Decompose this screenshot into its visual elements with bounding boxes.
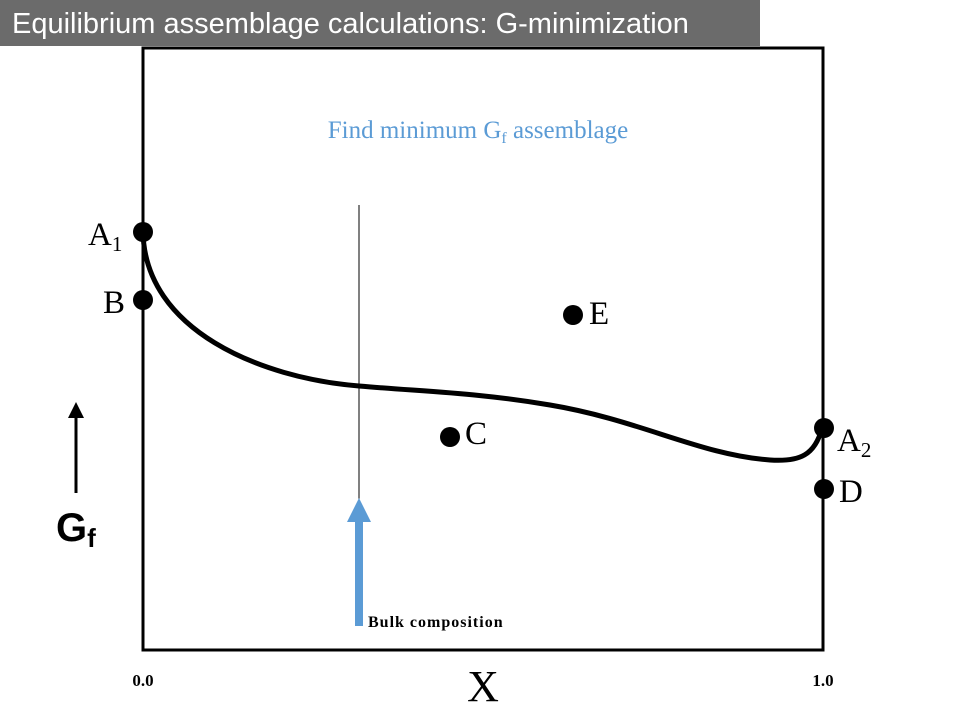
x-min-label: 0.0 (132, 671, 153, 690)
point-a1-label: A1 (88, 217, 122, 256)
x-max-label: 1.0 (812, 671, 833, 690)
point-d-marker (814, 479, 834, 499)
point-b-label: B (103, 285, 125, 321)
point-e-label: E (589, 296, 609, 332)
gf-arrow-head (68, 402, 84, 418)
bulk-arrow-shaft (355, 520, 363, 626)
x-axis-label: X (467, 662, 499, 711)
diagram-heading: Find minimum Gf assemblage (328, 117, 628, 147)
point-e-marker (563, 305, 583, 325)
plot-frame (141, 46, 825, 652)
point-c-marker (440, 427, 460, 447)
g-curve (140, 231, 825, 463)
point-c-label: C (465, 416, 487, 452)
point-b-marker (133, 290, 153, 310)
point-a1-marker (133, 222, 153, 242)
slide-title: Equilibrium assemblage calculations: G-m… (12, 8, 689, 40)
title-bar: Equilibrium assemblage calculations: G-m… (0, 0, 760, 46)
point-a2-marker (814, 418, 834, 438)
bulk-composition-label: Bulk composition (368, 614, 504, 631)
gf-axis-label: Gf (56, 506, 96, 553)
point-a2-label: A2 (837, 423, 871, 462)
point-d-label: D (839, 474, 863, 510)
bulk-arrow-head (347, 498, 371, 522)
